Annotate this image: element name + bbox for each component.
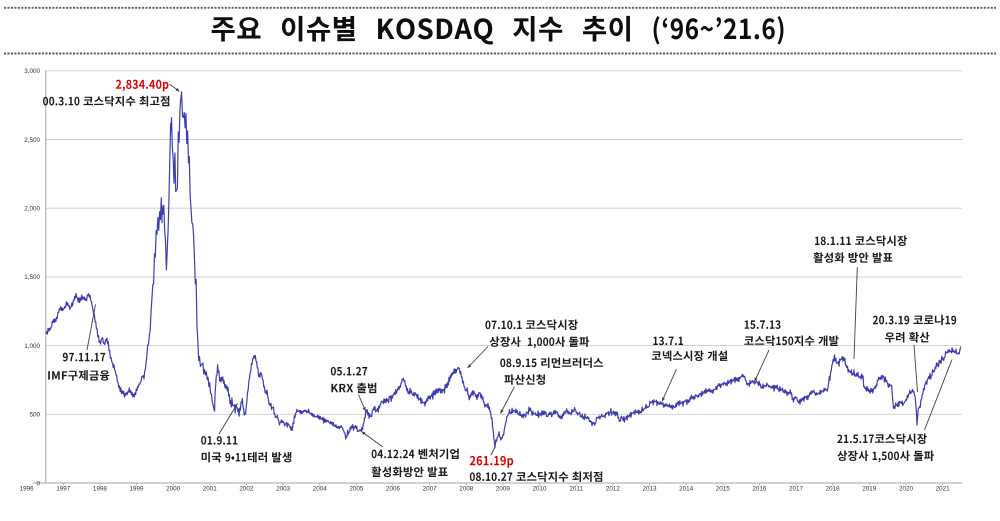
svg-text:1996: 1996 <box>20 486 35 493</box>
svg-text:2020: 2020 <box>899 486 914 493</box>
svg-text:1999: 1999 <box>130 486 145 493</box>
svg-text:2,500: 2,500 <box>24 137 40 144</box>
svg-text:500: 500 <box>29 412 40 419</box>
svg-text:1,500: 1,500 <box>24 274 40 281</box>
svg-text:1,000: 1,000 <box>24 343 40 350</box>
svg-text:2013: 2013 <box>642 486 657 493</box>
svg-text:2000: 2000 <box>166 486 181 493</box>
svg-text:2008: 2008 <box>459 486 474 493</box>
svg-text:2,000: 2,000 <box>24 206 40 213</box>
svg-text:2018: 2018 <box>826 486 841 493</box>
svg-text:1998: 1998 <box>93 486 108 493</box>
svg-text:2015: 2015 <box>716 486 731 493</box>
svg-text:3,000: 3,000 <box>24 68 40 75</box>
svg-text:2003: 2003 <box>276 486 291 493</box>
svg-text:2011: 2011 <box>569 486 583 493</box>
svg-text:2017: 2017 <box>789 486 804 493</box>
svg-text:2021: 2021 <box>936 486 951 493</box>
svg-text:2005: 2005 <box>349 486 364 493</box>
svg-text:2009: 2009 <box>496 486 511 493</box>
svg-text:2016: 2016 <box>752 486 767 493</box>
svg-text:2004: 2004 <box>313 486 328 493</box>
svg-text:2012: 2012 <box>606 486 621 493</box>
svg-text:2019: 2019 <box>862 486 877 493</box>
svg-text:2007: 2007 <box>423 486 438 493</box>
svg-text:2001: 2001 <box>203 486 218 493</box>
svg-text:2010: 2010 <box>533 486 548 493</box>
svg-text:2006: 2006 <box>386 486 401 493</box>
svg-text:0: 0 <box>36 480 40 487</box>
svg-text:1997: 1997 <box>56 486 71 493</box>
svg-text:2002: 2002 <box>239 486 254 493</box>
svg-text:2014: 2014 <box>679 486 694 493</box>
